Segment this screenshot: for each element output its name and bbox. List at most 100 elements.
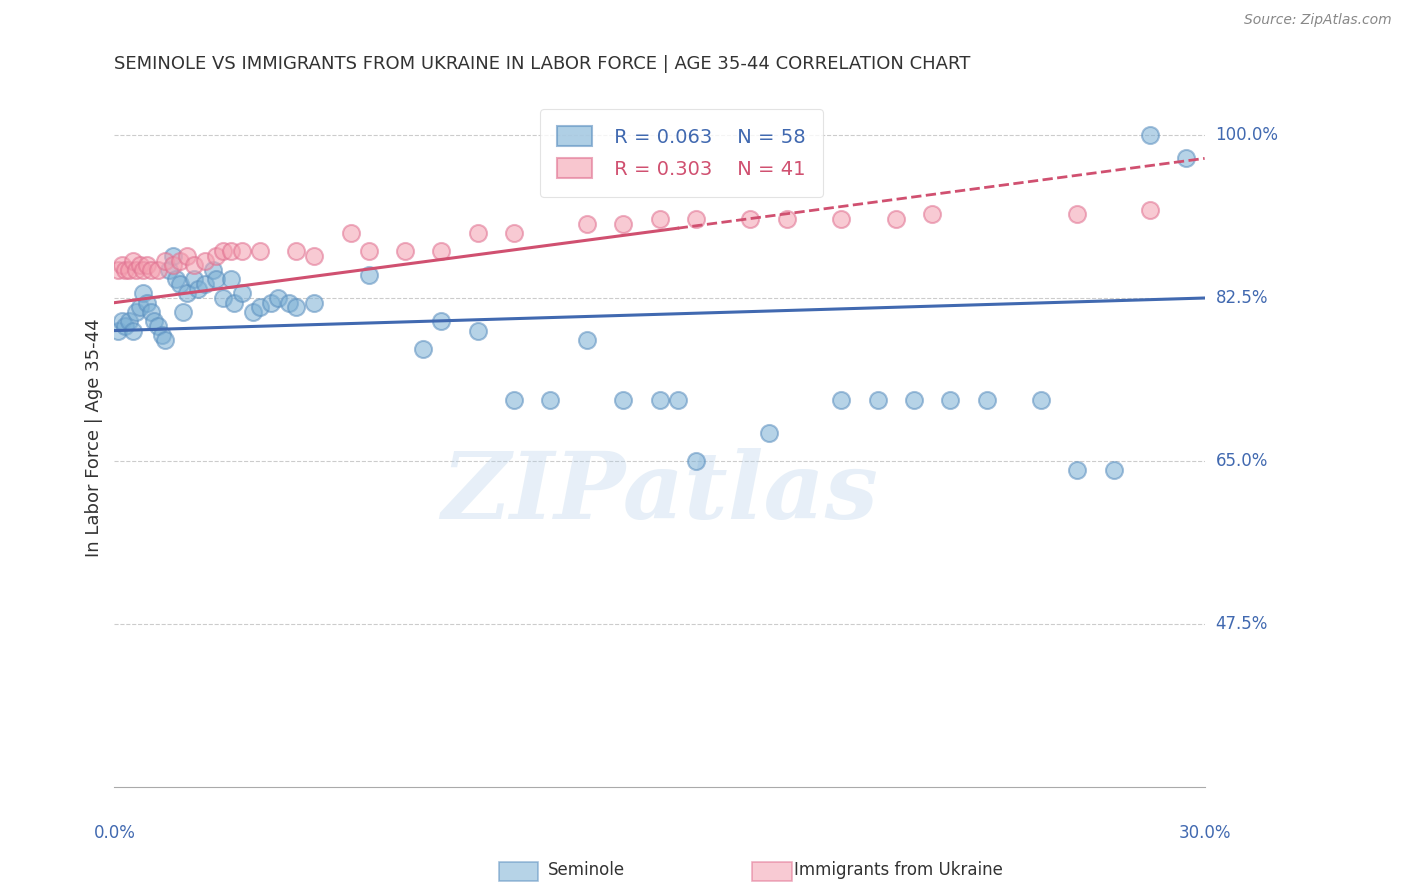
Point (249, 301, 271, 315)
Point (740, 211, 762, 226)
Text: SEMINOLE VS IMMIGRANTS FROM UKRAINE IN LABOR FORCE | AGE 35-44 CORRELATION CHART: SEMINOLE VS IMMIGRANTS FROM UKRAINE IN L… (114, 55, 970, 73)
Point (339, 226, 361, 240)
Point (143, 314, 166, 328)
Point (111, 314, 134, 328)
Point (132, 286, 155, 301)
Point (685, 454, 707, 468)
Point (412, 342, 434, 356)
Point (430, 244, 453, 259)
Point (212, 291, 235, 305)
Point (1139, 128, 1161, 142)
Point (111, 259, 134, 273)
Point (169, 277, 191, 291)
Point (231, 244, 253, 259)
Point (162, 249, 184, 263)
Y-axis label: In Labor Force | Age 35-44: In Labor Force | Age 35-44 (86, 318, 103, 557)
Point (114, 318, 136, 333)
Point (176, 249, 198, 263)
Point (830, 393, 852, 408)
Point (884, 211, 907, 226)
Point (125, 263, 148, 277)
Point (830, 211, 852, 226)
Point (219, 244, 242, 259)
Point (866, 393, 889, 408)
Point (1029, 393, 1052, 408)
Point (157, 263, 180, 277)
Text: 47.5%: 47.5% (1216, 615, 1268, 632)
Point (612, 393, 634, 408)
Point (205, 272, 228, 286)
Point (666, 393, 689, 408)
Point (612, 217, 634, 231)
Point (146, 318, 169, 333)
Point (107, 324, 129, 338)
Point (939, 393, 962, 408)
Point (118, 314, 141, 328)
Point (155, 253, 177, 268)
Point (187, 282, 209, 296)
Point (304, 249, 326, 263)
Point (503, 226, 526, 240)
Point (394, 244, 416, 259)
Point (194, 253, 217, 268)
Text: Source: ZipAtlas.com: Source: ZipAtlas.com (1244, 13, 1392, 28)
Point (194, 277, 217, 291)
Point (260, 295, 283, 310)
Point (224, 295, 246, 310)
Point (128, 259, 150, 273)
Point (125, 305, 148, 319)
Point (146, 263, 169, 277)
Point (776, 211, 799, 226)
Text: 30.0%: 30.0% (1178, 824, 1230, 842)
Point (503, 393, 526, 408)
Point (357, 244, 380, 259)
Point (467, 226, 489, 240)
Point (575, 333, 598, 347)
Point (648, 393, 671, 408)
Point (1066, 463, 1088, 477)
Point (136, 295, 159, 310)
Point (467, 324, 489, 338)
Point (162, 259, 184, 273)
Text: 100.0%: 100.0% (1216, 126, 1278, 145)
Point (165, 272, 187, 286)
Point (304, 295, 326, 310)
Point (139, 305, 162, 319)
Point (139, 263, 162, 277)
Point (1102, 463, 1125, 477)
Point (277, 295, 299, 310)
Text: Seminole: Seminole (548, 861, 626, 879)
Text: 65.0%: 65.0% (1216, 452, 1268, 470)
Point (114, 263, 136, 277)
Point (183, 259, 205, 273)
Point (242, 305, 264, 319)
Point (169, 253, 191, 268)
Text: 82.5%: 82.5% (1216, 289, 1268, 307)
Point (121, 253, 143, 268)
Point (430, 314, 453, 328)
Point (267, 291, 290, 305)
Text: ZIPatlas: ZIPatlas (441, 449, 877, 539)
Point (1066, 207, 1088, 221)
Point (150, 328, 173, 343)
Point (540, 393, 562, 408)
Point (118, 263, 141, 277)
Point (136, 259, 159, 273)
Text: Immigrants from Ukraine: Immigrants from Ukraine (794, 861, 1004, 879)
Point (249, 244, 271, 259)
Point (1139, 202, 1161, 217)
Point (132, 263, 155, 277)
Point (176, 286, 198, 301)
Text: 0.0%: 0.0% (93, 824, 135, 842)
Legend:  R = 0.063    N = 58,  R = 0.303    N = 41: R = 0.063 N = 58, R = 0.303 N = 41 (540, 109, 823, 196)
Point (921, 207, 943, 221)
Point (205, 249, 228, 263)
Point (128, 301, 150, 315)
Point (357, 268, 380, 282)
Point (685, 211, 707, 226)
Point (285, 244, 308, 259)
Point (575, 217, 598, 231)
Point (155, 333, 177, 347)
Point (648, 211, 671, 226)
Point (758, 425, 780, 440)
